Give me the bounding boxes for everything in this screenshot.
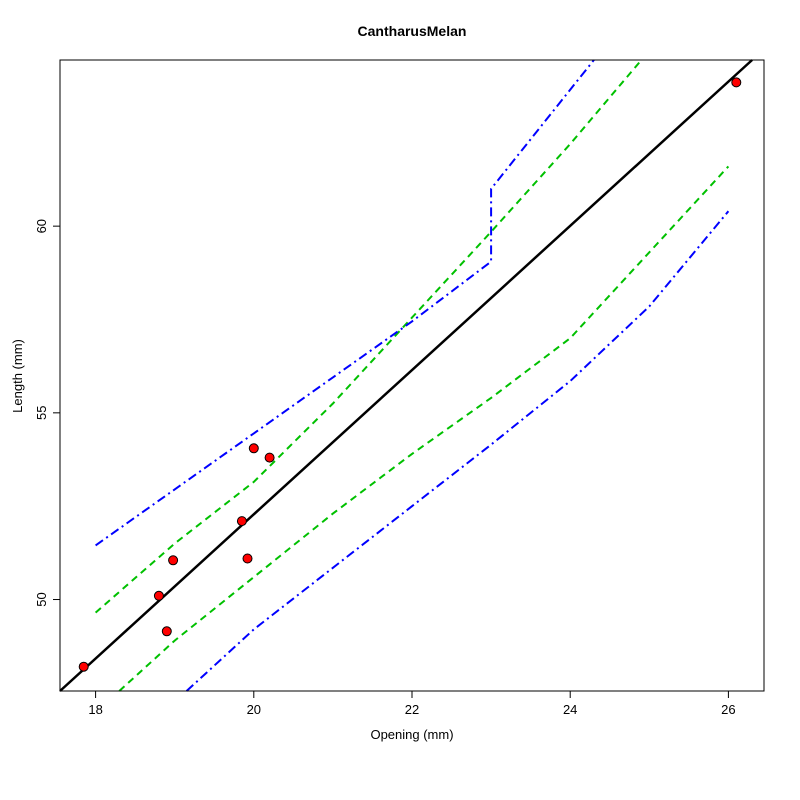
y-tick-label: 55 bbox=[34, 406, 49, 420]
data-point bbox=[161, 626, 172, 637]
fit-layer bbox=[59, 59, 753, 692]
bands-layer bbox=[94, 59, 730, 692]
x-tick-label: 26 bbox=[721, 702, 735, 717]
data-point bbox=[242, 553, 253, 564]
chart-title: CantharusMelan bbox=[358, 23, 467, 39]
x-tick-label: 24 bbox=[563, 702, 577, 717]
x-tick-label: 22 bbox=[405, 702, 419, 717]
x-axis-label: Opening (mm) bbox=[370, 727, 453, 742]
y-tick-label: 60 bbox=[34, 219, 49, 233]
data-point bbox=[236, 516, 247, 527]
data-point bbox=[168, 555, 179, 566]
data-point bbox=[153, 590, 164, 601]
points-layer bbox=[78, 77, 742, 672]
plot-frame bbox=[59, 59, 765, 692]
axes-layer: 18 20 22 24 26 50 55 60 bbox=[34, 219, 736, 717]
data-point bbox=[248, 443, 259, 454]
y-axis-label: Length (mm) bbox=[10, 339, 25, 413]
prediction-band-lower bbox=[185, 210, 730, 692]
x-tick-label: 20 bbox=[247, 702, 261, 717]
data-point bbox=[78, 661, 89, 672]
data-point bbox=[731, 77, 742, 88]
y-tick-label: 50 bbox=[34, 592, 49, 606]
confidence-band-upper bbox=[94, 59, 643, 614]
confidence-band-lower bbox=[118, 165, 730, 692]
data-point bbox=[264, 452, 275, 463]
fit-line bbox=[59, 59, 753, 692]
x-tick-label: 18 bbox=[88, 702, 102, 717]
